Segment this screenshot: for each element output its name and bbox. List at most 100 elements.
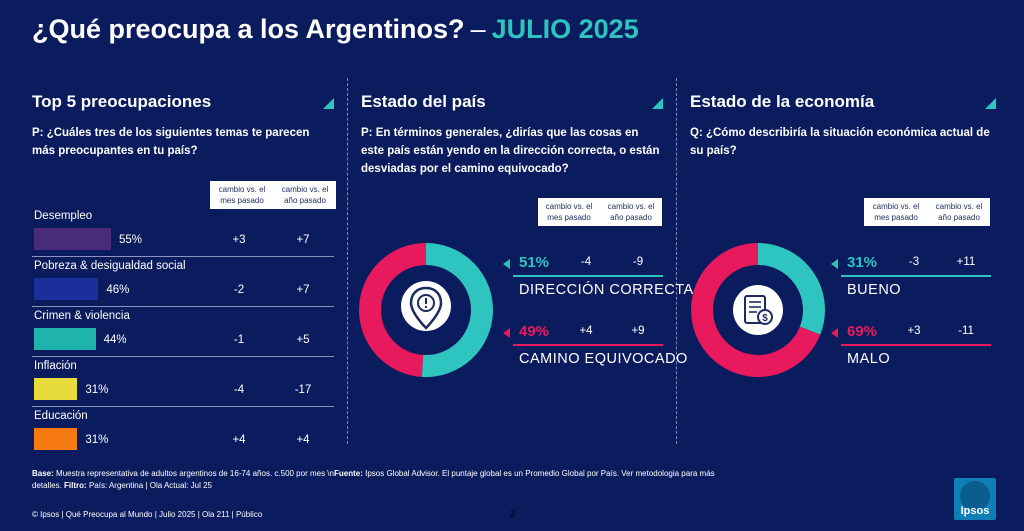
change-month: -1: [233, 334, 245, 346]
bar: [34, 328, 96, 350]
pais-title: Estado del país: [361, 92, 486, 111]
legend-change-year: +9: [631, 325, 645, 337]
bar-label: Educación: [34, 410, 88, 422]
legend-category: DIRECCIÓN CORRECTA: [519, 282, 694, 298]
bar-label: Crimen & violencia: [34, 310, 130, 322]
bar: [34, 228, 111, 250]
donut-slice: [421, 243, 493, 377]
economia-title: Estado de la economía: [690, 92, 875, 111]
filtro-text: País: Argentina | Ola Actual: Jul 25: [88, 481, 212, 490]
pais-col-month: cambio vs. el mes pasado: [545, 202, 593, 222]
legend-change-month: -3: [908, 256, 920, 268]
change-year: -17: [294, 384, 312, 396]
donut-slice: [757, 243, 825, 335]
change-year: +7: [296, 234, 310, 246]
legend-category: MALO: [847, 351, 891, 367]
legend-change-year: -11: [958, 325, 974, 337]
donut-slice: [691, 243, 821, 377]
legend-value: 31%: [847, 254, 878, 271]
title-separator: –: [470, 14, 486, 44]
change-month: -4: [233, 384, 245, 396]
top5-col-year: cambio vs. el año pasado: [281, 185, 329, 205]
legend-change-month: +3: [907, 325, 921, 337]
bar: [34, 278, 99, 300]
economia-col-month: cambio vs. el mes pasado: [872, 202, 920, 222]
receipt-dollar-icon: $: [732, 284, 784, 336]
change-month: +4: [232, 434, 246, 446]
row-divider: [32, 306, 334, 307]
pais-col-year: cambio vs. el año pasado: [607, 202, 655, 222]
page-title: ¿Qué preocupa a los Argentinos? – JULIO 20…: [32, 14, 639, 45]
row-divider: [32, 356, 334, 357]
logo-head-icon: [960, 481, 990, 511]
corner-triangle-icon: [323, 98, 334, 109]
pais-panel: Estado del país P: En términos generales…: [361, 92, 661, 178]
legend-line: [513, 275, 663, 277]
row-divider: [32, 256, 334, 257]
legend-category: CAMINO EQUIVOCADO: [519, 351, 688, 367]
bar-value-label: 31%: [85, 384, 109, 396]
panel-divider-2: [676, 78, 677, 444]
base-text: Muestra representativa de adultos argent…: [56, 469, 334, 478]
economia-change-header: cambio vs. el mes pasado cambio vs. el a…: [864, 198, 990, 226]
pais-question: P: En términos generales, ¿dirías que la…: [361, 127, 660, 175]
legend-change-year: -9: [632, 256, 644, 268]
change-month: -2: [233, 284, 245, 296]
pais-change-header: cambio vs. el mes pasado cambio vs. el a…: [538, 198, 662, 226]
fuente-text: Ipsos Global Advisor. El puntaje global …: [32, 469, 715, 490]
bar-value-label: 55%: [119, 234, 143, 246]
base-label: Base:: [32, 469, 54, 478]
bar: [34, 428, 78, 450]
top5-question: P: ¿Cuáles tres de los siguientes temas …: [32, 127, 310, 157]
change-year: +4: [296, 434, 310, 446]
legend-arrow-icon: [831, 328, 838, 338]
top5-panel: Top 5 preocupaciones P: ¿Cuáles tres de …: [32, 92, 332, 160]
ipsos-logo: Ipsos: [954, 478, 996, 520]
fuente-label: Fuente:: [333, 469, 363, 478]
bar-label: Desempleo: [34, 210, 93, 222]
donut-slice: [359, 243, 427, 377]
economia-panel: Estado de la economía Q: ¿Cómo describir…: [690, 92, 990, 160]
legend-line: [513, 344, 663, 346]
bar-value-label: 44%: [103, 334, 127, 346]
row-divider: [32, 406, 334, 407]
footnote: Base: Muestra representativa de adultos …: [32, 468, 722, 492]
panel-divider-1: [347, 78, 348, 444]
legend-arrow-icon: [503, 328, 510, 338]
top5-change-header: cambio vs. el mes pasado cambio vs. el a…: [210, 181, 336, 209]
change-year: +7: [296, 284, 310, 296]
corner-triangle-icon: [985, 98, 996, 109]
bar-label: Inflación: [34, 360, 77, 372]
legend-change-month: +4: [579, 325, 593, 337]
legend-value: 49%: [519, 323, 550, 340]
bar-value-label: 46%: [106, 284, 130, 296]
svg-text:$: $: [762, 313, 768, 324]
bar: [34, 378, 78, 400]
filtro-label: Filtro:: [64, 481, 87, 490]
location-pin-icon: [400, 280, 452, 340]
pais-donut-chart: [359, 243, 493, 377]
legend-arrow-icon: [503, 259, 510, 269]
legend-value: 51%: [519, 254, 550, 271]
legend-change-year: +11: [956, 256, 976, 268]
economia-col-year: cambio vs. el año pasado: [935, 202, 983, 222]
legend-line: [841, 344, 991, 346]
bar-value-label: 31%: [85, 434, 109, 446]
corner-triangle-icon: [652, 98, 663, 109]
page-number: 2: [510, 509, 516, 519]
legend-line: [841, 275, 991, 277]
legend-category: BUENO: [847, 282, 902, 298]
top5-col-month: cambio vs. el mes pasado: [218, 185, 266, 205]
change-month: +3: [232, 234, 246, 246]
legend-value: 69%: [847, 323, 878, 340]
legend-arrow-icon: [831, 259, 838, 269]
legend-change-month: -4: [580, 256, 592, 268]
title-main: ¿Qué preocupa a los Argentinos?: [32, 14, 465, 44]
logo-text: Ipsos: [960, 505, 990, 517]
economia-donut-chart: [691, 243, 825, 377]
bar-label: Pobreza & desigualdad social: [34, 260, 186, 272]
title-month: JULIO 2025: [491, 14, 639, 44]
change-year: +5: [296, 334, 310, 346]
economia-question: Q: ¿Cómo describiría la situación económ…: [690, 127, 990, 157]
top5-title: Top 5 preocupaciones: [32, 92, 212, 111]
